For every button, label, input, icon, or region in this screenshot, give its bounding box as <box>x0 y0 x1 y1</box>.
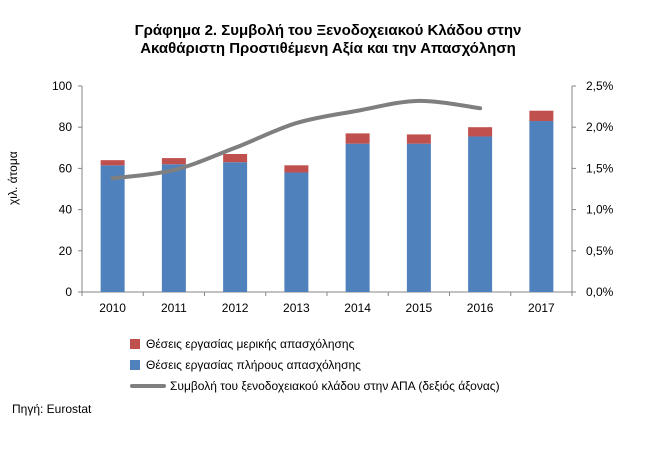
x-tick-label: 2016 <box>467 301 494 315</box>
bar-full-time <box>223 162 248 292</box>
legend-swatch-part-time <box>130 338 140 349</box>
bar-part-time <box>345 133 370 144</box>
y-tick-label: 80 <box>59 120 73 134</box>
y2-tick-label: 0,0% <box>586 285 614 299</box>
legend-swatch-full-time <box>130 359 140 370</box>
bar-full-time <box>345 143 370 292</box>
bar-full-time <box>284 172 309 292</box>
chart-title: Γράφημα 2. Συμβολή του Ξενοδοχειακού Κλά… <box>0 22 656 58</box>
legend-item-full-time: Θέσεις εργασίας πλήρους απασχόλησης <box>130 354 500 375</box>
bar-part-time <box>161 158 186 165</box>
y2-tick-label: 2,5% <box>586 79 614 93</box>
y-tick-label: 20 <box>59 244 73 258</box>
legend-label-full-time: Θέσεις εργασίας πλήρους απασχόλησης <box>146 357 361 372</box>
legend-swatch-gva-share <box>130 383 166 388</box>
y2-tick-label: 2,0% <box>586 120 614 134</box>
legend-label-gva-share: Συμβολή του ξενοδοχειακού κλάδου στην ΑΠ… <box>170 378 500 393</box>
x-tick-label: 2017 <box>528 301 555 315</box>
x-tick-label: 2011 <box>161 301 187 315</box>
y2-tick-label: 0,5% <box>586 244 614 258</box>
x-tick-label: 2015 <box>406 301 433 315</box>
bar-part-time <box>406 134 431 144</box>
bar-full-time <box>529 121 554 293</box>
y-tick-label: 0 <box>65 285 72 299</box>
y-axis-label: χιλ. άτομα <box>6 151 20 205</box>
line-gva-share <box>110 98 483 181</box>
bar-part-time <box>284 165 309 173</box>
bar-part-time <box>223 153 248 163</box>
x-tick-label: 2012 <box>222 301 249 315</box>
bar-part-time <box>529 110 554 122</box>
source-note: Πηγή: Eurostat <box>12 402 92 416</box>
legend-item-gva-share: Συμβολή του ξενοδοχειακού κλάδου στην ΑΠ… <box>130 375 500 396</box>
bar-part-time <box>100 160 125 166</box>
y2-tick-label: 1,5% <box>586 161 614 175</box>
bar-full-time <box>161 164 186 292</box>
x-tick-label: 2010 <box>99 301 126 315</box>
y2-tick-label: 1,0% <box>586 203 614 217</box>
bar-part-time <box>468 127 493 137</box>
bar-full-time <box>406 143 431 292</box>
bar-full-time <box>468 136 493 292</box>
legend: Θέσεις εργασίας μερικής απασχόλησης Θέσε… <box>130 333 500 396</box>
chart-title-line-2: Ακαθάριστη Προστιθέμενη Αξία και την Απα… <box>140 40 516 57</box>
y-tick-label: 40 <box>59 203 73 217</box>
y-tick-label: 100 <box>52 79 72 93</box>
chart-title-line-1: Γράφημα 2. Συμβολή του Ξενοδοχειακού Κλά… <box>134 22 522 39</box>
x-tick-label: 2014 <box>344 301 371 315</box>
bar-full-time <box>100 165 125 292</box>
x-tick-label: 2013 <box>283 301 310 315</box>
legend-item-part-time: Θέσεις εργασίας μερικής απασχόλησης <box>130 333 500 354</box>
legend-label-part-time: Θέσεις εργασίας μερικής απασχόλησης <box>146 336 355 351</box>
y-tick-label: 60 <box>59 161 73 175</box>
